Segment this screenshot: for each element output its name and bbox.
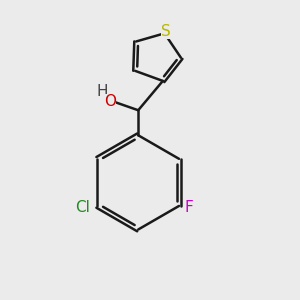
Text: S: S	[161, 24, 171, 39]
Text: Cl: Cl	[75, 200, 90, 215]
Text: H: H	[97, 84, 108, 99]
Text: O: O	[104, 94, 116, 109]
Text: F: F	[185, 200, 194, 215]
